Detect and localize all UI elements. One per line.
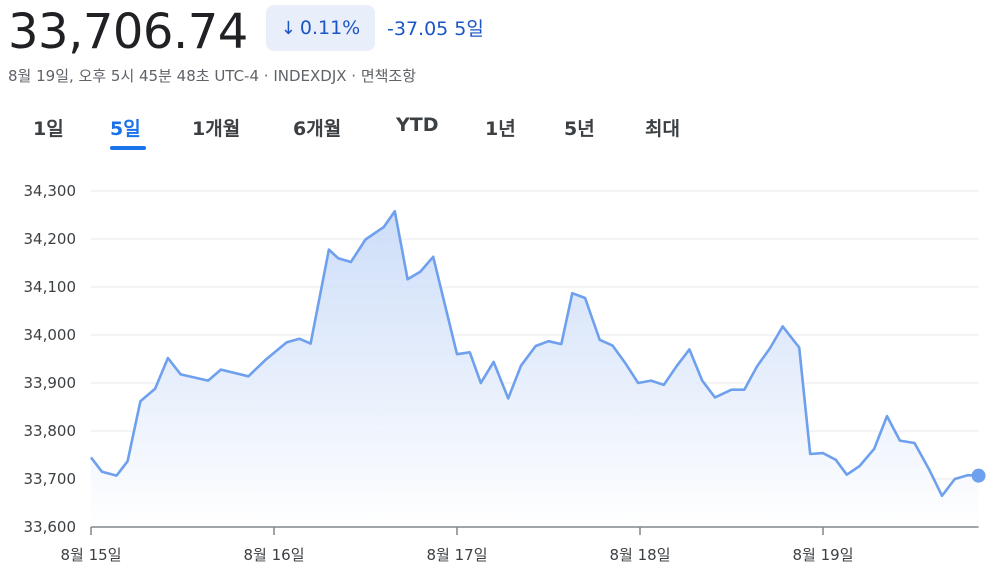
last-price-marker: [971, 468, 986, 483]
quote-meta: 8월 19일, 오후 5시 45분 48초 UTC-4 · INDEXDJX ·…: [8, 67, 417, 85]
active-tab-indicator: [110, 146, 146, 150]
x-tick-label-3: 8월 18일: [610, 546, 671, 564]
series-line: [89, 209, 979, 498]
change-percent-badge: ↓ 0.11%: [266, 5, 375, 51]
current-price: 33,706.74: [8, 4, 248, 60]
x-tick-label-4: 8월 19일: [793, 546, 854, 564]
tab-6m[interactable]: 6개월: [293, 118, 342, 140]
tab-max[interactable]: 최대: [645, 118, 680, 140]
y-tick-label-33800: 33,800: [24, 422, 77, 440]
change-absolute: -37.05: [387, 18, 449, 40]
tab-5y[interactable]: 5년: [564, 118, 595, 140]
tab-ytd[interactable]: YTD: [396, 114, 439, 136]
range-tabs: 1일 5일 1개월 6개월 YTD 1년 5년 최대: [0, 114, 1003, 154]
y-tick-label-34100: 34,100: [24, 278, 77, 296]
tab-1y[interactable]: 1년: [485, 118, 516, 140]
y-tick-label-34000: 34,000: [24, 326, 77, 344]
x-tick-label-2: 8월 17일: [427, 546, 488, 564]
tab-1m[interactable]: 1개월: [192, 118, 241, 140]
y-tick-label-33600: 33,600: [24, 518, 77, 536]
x-tick-label-0: 8월 15일: [61, 546, 122, 564]
x-tick-label-1: 8월 16일: [244, 546, 305, 564]
change-absolute-group: -37.05 5일: [387, 14, 484, 41]
tab-1d[interactable]: 1일: [33, 118, 64, 140]
y-tick-label-33700: 33,700: [24, 470, 77, 488]
y-tick-label-33900: 33,900: [24, 374, 77, 392]
change-period: 5일: [454, 18, 484, 40]
change-percent: 0.11%: [299, 17, 361, 39]
series-area-fill: [91, 211, 979, 527]
y-tick-label-34200: 34,200: [24, 230, 77, 248]
arrow-down-icon: ↓: [280, 17, 296, 39]
tab-5d[interactable]: 5일: [110, 118, 141, 140]
y-tick-label-34300: 34,300: [24, 182, 77, 200]
